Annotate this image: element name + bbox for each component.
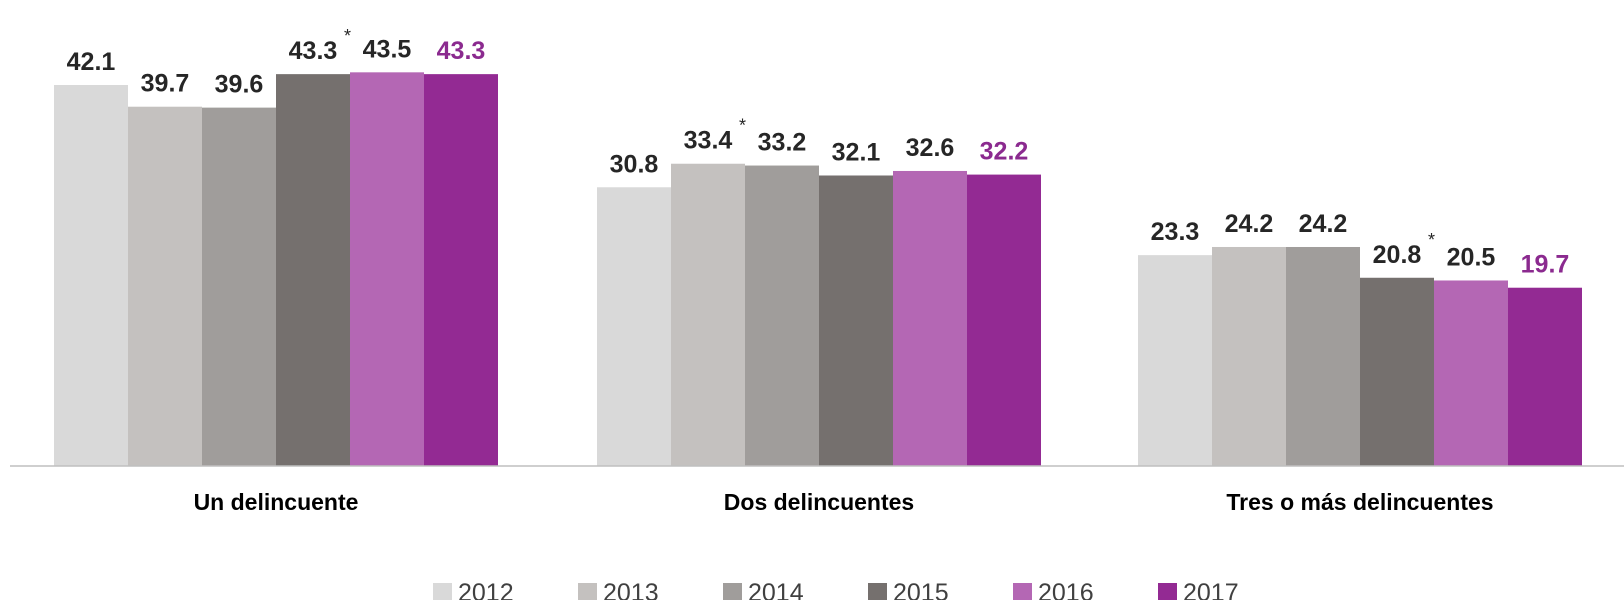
category-label-0: Un delincuente: [194, 489, 359, 515]
value-label-2016-cat0: 43.5: [363, 35, 412, 63]
bars-layer: [54, 72, 1582, 467]
value-label-2017-cat2: 19.7: [1521, 251, 1570, 279]
value-label-2015-cat0: 43.3: [289, 37, 338, 65]
value-label-2013-cat0: 39.7: [141, 70, 190, 98]
value-labels-layer: 42.1 39.7 39.6 43.3 * 43.5 43.3 30.8 33.4 * 33.2 32…: [67, 26, 1570, 279]
bar-2014-cat2: [1286, 246, 1360, 466]
legend-swatch-2015: [868, 583, 887, 602]
value-label-2014-cat0: 39.6: [215, 71, 264, 99]
category-label-1: Dos delincuentes: [724, 489, 914, 515]
significance-mark: *: [1428, 230, 1435, 250]
bar-2017-cat0: [424, 74, 498, 466]
legend-label-2012: 2012: [458, 579, 514, 600]
value-label-2012-cat0: 42.1: [67, 48, 116, 76]
legend-swatch-2013: [578, 583, 597, 602]
significance-mark: *: [739, 116, 746, 136]
legend-swatch-2017: [1158, 583, 1177, 602]
value-label-2014-cat2: 24.2: [1299, 210, 1348, 238]
bar-2012-cat0: [54, 84, 128, 467]
legend-label-2013: 2013: [603, 579, 659, 600]
legend-label-2017: 2017: [1183, 579, 1239, 600]
value-label-2017-cat1: 32.2: [980, 138, 1029, 166]
value-label-2016-cat1: 32.6: [906, 134, 955, 162]
value-label-2017-cat0: 43.3: [437, 37, 486, 65]
legend-swatch-2016: [1013, 583, 1032, 602]
bar-2013-cat2: [1212, 246, 1286, 466]
bar-2015-cat0: [276, 74, 350, 466]
value-label-2013-cat2: 24.2: [1225, 210, 1274, 238]
bar-2012-cat1: [597, 187, 671, 466]
bar-2017-cat2: [1508, 287, 1582, 466]
value-label-2014-cat1: 33.2: [758, 129, 807, 157]
significance-mark: *: [344, 26, 351, 46]
legend: 2012 2013 2014 2015 2016 2017: [433, 579, 1239, 605]
category-labels-layer: Un delincuente Dos delincuentes Tres o más…: [194, 489, 1494, 515]
legend-swatch-2014: [723, 583, 742, 602]
bar-2015-cat1: [819, 175, 893, 466]
bar-2016-cat2: [1434, 280, 1508, 466]
bar-2014-cat0: [202, 107, 276, 467]
legend-label-2015: 2015: [893, 579, 949, 600]
bar-2014-cat1: [745, 165, 819, 467]
value-label-2012-cat1: 30.8: [610, 150, 659, 178]
bar-2016-cat0: [350, 72, 424, 466]
legend-label-2016: 2016: [1038, 579, 1094, 600]
value-label-2013-cat1: 33.4: [684, 127, 733, 155]
value-label-2012-cat2: 23.3: [1151, 218, 1200, 246]
value-label-2016-cat2: 20.5: [1447, 243, 1496, 271]
bar-2013-cat0: [128, 106, 202, 466]
legend-label-2014: 2014: [748, 579, 804, 600]
bar-2016-cat1: [893, 170, 967, 466]
category-label-2: Tres o más delincuentes: [1226, 489, 1493, 515]
value-label-2015-cat1: 32.1: [832, 138, 881, 166]
value-label-2015-cat2: 20.8: [1373, 241, 1422, 269]
bar-2012-cat2: [1138, 255, 1212, 466]
bar-2013-cat1: [671, 163, 745, 467]
bar-2015-cat2: [1360, 277, 1434, 466]
bar-2017-cat1: [967, 174, 1041, 466]
legend-swatch-2012: [433, 583, 452, 602]
